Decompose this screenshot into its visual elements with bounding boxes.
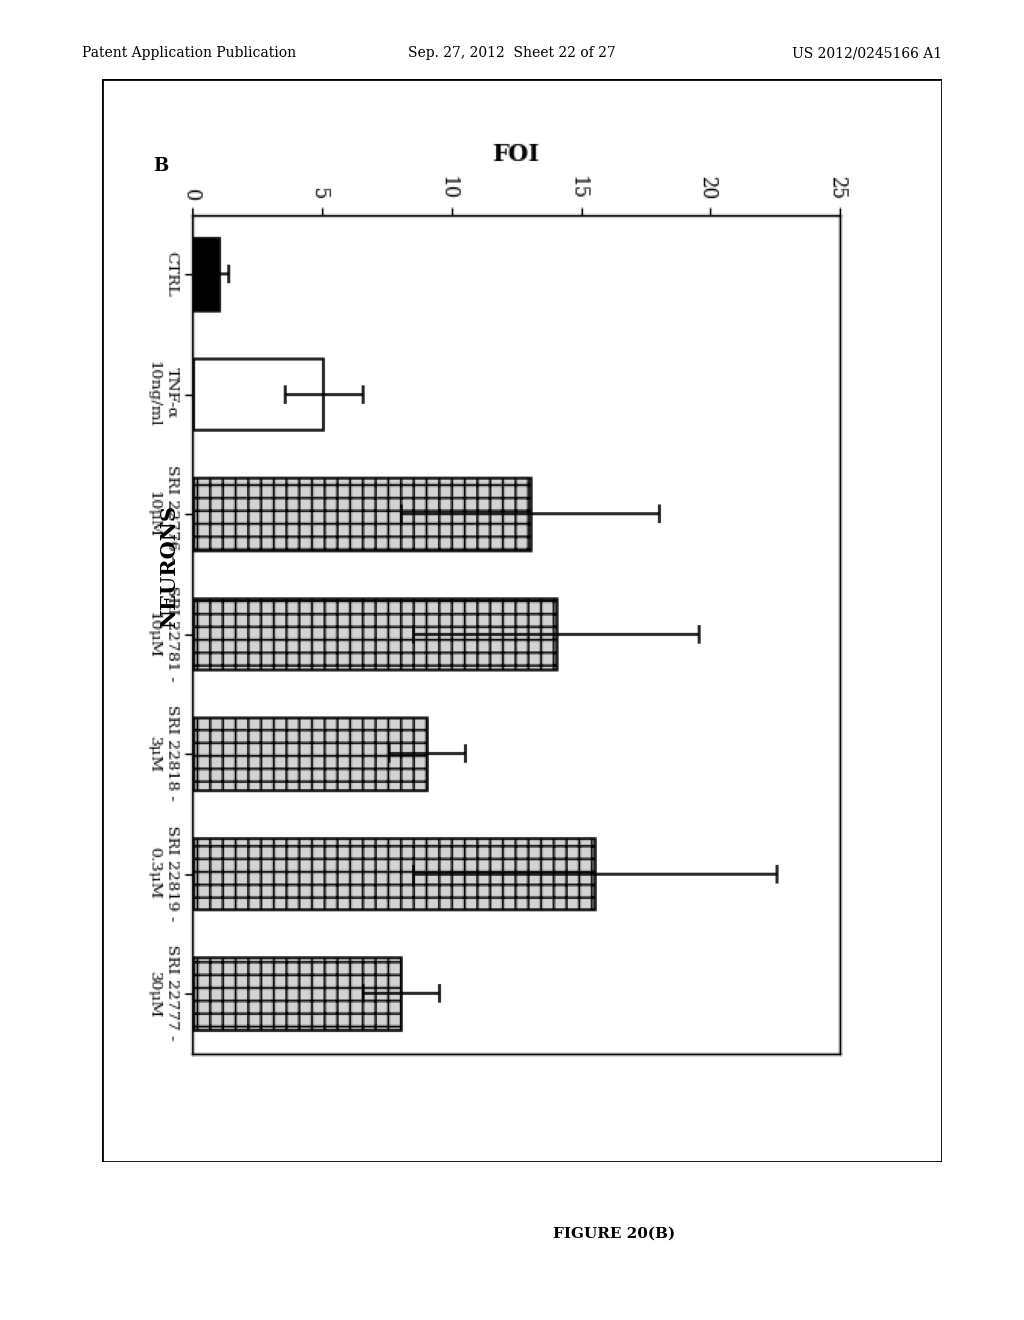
- Text: NEURONS: NEURONS: [160, 504, 179, 628]
- Text: Sep. 27, 2012  Sheet 22 of 27: Sep. 27, 2012 Sheet 22 of 27: [409, 46, 615, 61]
- Text: Patent Application Publication: Patent Application Publication: [82, 46, 296, 61]
- Text: B: B: [154, 157, 169, 174]
- Text: FIGURE 20(B): FIGURE 20(B): [553, 1226, 676, 1241]
- Text: US 2012/0245166 A1: US 2012/0245166 A1: [792, 46, 942, 61]
